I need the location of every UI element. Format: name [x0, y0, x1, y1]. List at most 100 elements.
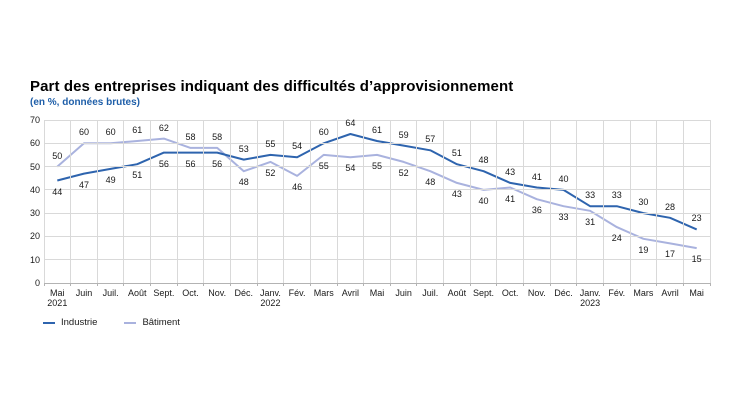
x-tick-label: Janv. — [579, 288, 601, 298]
v-gridline — [656, 120, 658, 283]
axis-tick — [43, 283, 45, 286]
v-gridline — [682, 120, 684, 283]
data-point-label-industrie: 49 — [105, 174, 116, 185]
v-gridline — [576, 120, 578, 283]
axis-tick — [682, 283, 684, 286]
data-point-label-batiment: 55 — [318, 160, 329, 171]
data-point-label-batiment: 48 — [425, 177, 436, 188]
data-point-label-batiment: 60 — [78, 127, 89, 138]
data-point-label-batiment: 43 — [451, 188, 462, 199]
data-point-label-batiment: 17 — [665, 249, 676, 260]
x-tick-label: Mai — [369, 288, 385, 298]
axis-tick — [389, 283, 391, 286]
data-point-label-industrie: 54 — [292, 141, 303, 152]
industrie-line-swatch — [43, 321, 55, 324]
x-tick-label: Oct. — [501, 288, 519, 298]
x-tick-year-label: 2021 — [47, 298, 68, 308]
data-point-label-batiment: 55 — [371, 160, 382, 171]
x-tick-label: Avril — [661, 288, 679, 298]
v-gridline — [549, 120, 551, 283]
data-point-label-batiment: 58 — [212, 131, 223, 142]
x-tick-label: Janv. — [260, 288, 281, 298]
y-tick-label: 30 — [29, 208, 40, 219]
x-tick-label: Août — [127, 288, 147, 298]
data-point-label-industrie: 57 — [425, 134, 436, 145]
h-gridline — [44, 142, 710, 144]
v-gridline — [709, 120, 711, 283]
x-tick-label: Mars — [633, 288, 654, 298]
v-gridline — [309, 120, 311, 283]
y-tick-label: 0 — [34, 278, 40, 288]
x-tick-label: Avril — [341, 288, 360, 298]
axis-tick — [709, 283, 711, 286]
v-gridline — [363, 120, 365, 283]
data-point-label-industrie: 43 — [505, 166, 516, 177]
x-tick-year-label: 2023 — [580, 298, 601, 308]
data-point-label-industrie: 60 — [318, 127, 329, 138]
axis-tick — [523, 283, 525, 286]
data-point-label-batiment: 48 — [238, 177, 249, 188]
x-tick-label: Juil. — [102, 288, 119, 298]
x-tick-label: Août — [447, 288, 467, 298]
data-point-label-batiment: 46 — [292, 181, 303, 192]
axis-tick — [576, 283, 578, 286]
v-gridline — [96, 120, 98, 283]
x-tick-label: Juin — [395, 288, 412, 298]
x-tick-label: Nov. — [208, 288, 227, 298]
data-point-label-industrie: 56 — [185, 158, 196, 169]
y-tick-label: 10 — [29, 254, 40, 265]
data-point-label-batiment: 61 — [132, 124, 143, 135]
axis-tick — [123, 283, 125, 286]
x-tick-year-label: 2022 — [260, 298, 281, 308]
legend-label-industrie: Industrie — [61, 317, 98, 328]
v-gridline — [283, 120, 285, 283]
data-point-label-industrie: 61 — [371, 124, 382, 135]
axis-tick — [150, 283, 152, 286]
v-gridline — [523, 120, 525, 283]
x-tick-label: Fév. — [608, 288, 626, 298]
legend-item-batiment: Bâtiment — [124, 317, 180, 328]
x-tick-label: Déc. — [234, 288, 254, 298]
data-point-label-industrie: 55 — [265, 138, 276, 149]
series-line-industrie — [57, 133, 698, 231]
x-tick-label: Mai — [689, 288, 704, 298]
axis-tick — [496, 283, 498, 286]
data-point-label-batiment: 50 — [52, 150, 63, 161]
axis-tick — [70, 283, 72, 286]
data-point-label-batiment: 33 — [558, 212, 569, 223]
data-point-label-batiment: 52 — [398, 167, 409, 178]
data-point-label-industrie: 41 — [531, 171, 542, 182]
data-point-label-batiment: 58 — [185, 131, 196, 142]
x-tick-label: Juin — [75, 288, 93, 298]
data-point-label-batiment: 54 — [345, 163, 356, 174]
axis-tick — [283, 283, 285, 286]
h-gridline — [44, 189, 710, 191]
data-point-label-batiment: 60 — [105, 127, 116, 138]
x-tick-label: Sept. — [153, 288, 175, 298]
v-gridline — [123, 120, 125, 283]
data-point-label-industrie: 53 — [238, 143, 249, 154]
legend: Industrie Bâtiment — [43, 317, 180, 328]
data-point-label-industrie: 23 — [691, 213, 702, 224]
y-tick-label: 50 — [29, 161, 40, 172]
data-point-label-batiment: 62 — [158, 122, 169, 133]
batiment-line-swatch — [124, 321, 137, 324]
data-point-label-industrie: 44 — [52, 186, 63, 197]
h-gridline — [44, 119, 710, 121]
chart-subtitle: (en %, données brutes) — [30, 97, 141, 108]
v-gridline — [150, 120, 152, 283]
data-point-label-batiment: 31 — [585, 216, 596, 227]
h-gridline — [44, 235, 710, 237]
x-axis-line — [44, 282, 710, 284]
axis-tick — [443, 283, 445, 286]
data-point-label-batiment: 36 — [531, 205, 542, 216]
axis-tick — [629, 283, 631, 286]
axis-tick — [203, 283, 205, 286]
axis-tick — [336, 283, 338, 286]
data-point-label-industrie: 28 — [665, 201, 676, 212]
v-gridline — [43, 120, 45, 283]
axis-tick — [256, 283, 258, 286]
axis-tick — [176, 283, 178, 286]
